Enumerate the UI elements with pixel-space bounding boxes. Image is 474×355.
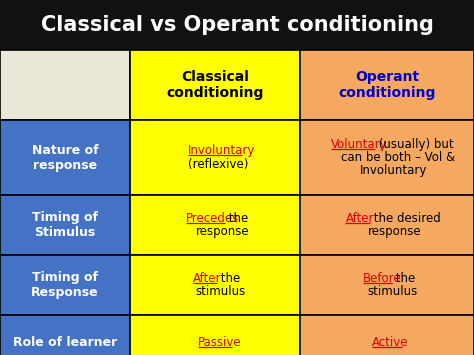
Polygon shape — [130, 315, 300, 355]
Polygon shape — [0, 50, 130, 120]
Text: the: the — [218, 272, 241, 285]
Text: can be both – Vol &: can be both – Vol & — [340, 151, 455, 164]
Polygon shape — [130, 255, 300, 315]
Polygon shape — [300, 255, 474, 315]
Polygon shape — [300, 315, 474, 355]
Text: Voluntary: Voluntary — [331, 138, 387, 151]
Text: Role of learner: Role of learner — [13, 336, 117, 349]
Text: Involuntary: Involuntary — [188, 144, 255, 157]
Polygon shape — [300, 50, 474, 120]
Text: Operant
conditioning: Operant conditioning — [338, 70, 436, 100]
Text: After: After — [193, 272, 221, 285]
Text: Before: Before — [363, 272, 401, 285]
Text: Nature of
response: Nature of response — [32, 143, 98, 171]
Polygon shape — [0, 0, 474, 50]
Polygon shape — [0, 195, 130, 255]
Text: the: the — [225, 212, 248, 225]
Text: stimulus: stimulus — [195, 285, 246, 298]
Text: the desired: the desired — [370, 212, 441, 225]
Text: stimulus: stimulus — [367, 285, 418, 298]
Polygon shape — [300, 195, 474, 255]
Text: Timing of
Response: Timing of Response — [31, 271, 99, 299]
Polygon shape — [130, 50, 300, 120]
Text: Involuntary: Involuntary — [360, 164, 428, 177]
Text: Active: Active — [373, 336, 409, 349]
Text: Classical
conditioning: Classical conditioning — [166, 70, 264, 100]
Polygon shape — [0, 315, 130, 355]
Text: Timing of
Stimulus: Timing of Stimulus — [32, 211, 98, 239]
Text: the: the — [392, 272, 415, 285]
Polygon shape — [0, 120, 130, 195]
Text: response: response — [367, 225, 421, 238]
Text: response: response — [195, 225, 249, 238]
Polygon shape — [130, 195, 300, 255]
Text: After: After — [346, 212, 374, 225]
Text: (reflexive): (reflexive) — [188, 158, 248, 171]
Text: Precedes: Precedes — [186, 212, 239, 225]
Text: Passive: Passive — [198, 336, 242, 349]
Text: Classical vs Operant conditioning: Classical vs Operant conditioning — [41, 15, 433, 35]
Text: (usually) but: (usually) but — [375, 138, 454, 151]
Polygon shape — [300, 120, 474, 195]
Polygon shape — [0, 255, 130, 315]
Polygon shape — [130, 120, 300, 195]
